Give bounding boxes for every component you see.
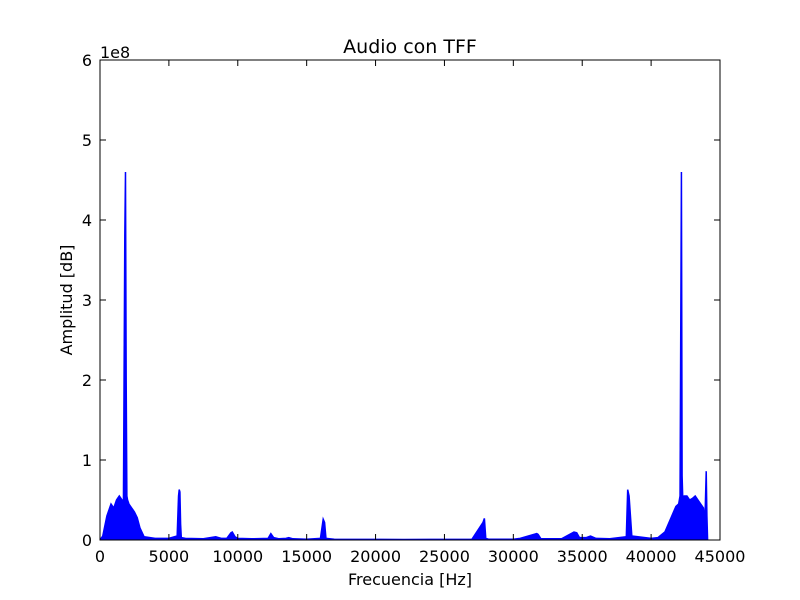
x-tick-label: 0 xyxy=(95,547,105,566)
y-tick-label: 2 xyxy=(82,371,92,390)
y-axis-label: Amplitud [dB] xyxy=(57,245,76,356)
x-tick-label: 45000 xyxy=(695,547,746,566)
x-tick-label: 20000 xyxy=(350,547,401,566)
x-tick-label: 15000 xyxy=(281,547,332,566)
series-0-line xyxy=(99,171,709,541)
x-axis-label: Frecuencia [Hz] xyxy=(348,570,472,589)
y-tick-label: 0 xyxy=(82,531,92,550)
y-tick-label: 5 xyxy=(82,131,92,150)
x-tick-label: 30000 xyxy=(488,547,539,566)
x-tick-label: 5000 xyxy=(149,547,190,566)
y-tick-label: 6 xyxy=(82,51,92,70)
plot-frame xyxy=(99,59,721,541)
x-tick-label: 35000 xyxy=(557,547,608,566)
axis-ticks: 0 5000 10000 15000 20000 25000 30000 35000 40000… xyxy=(82,51,746,566)
x-tick-label: 10000 xyxy=(212,547,263,566)
y-tick-label: 4 xyxy=(82,211,92,230)
y-tick-label: 3 xyxy=(82,291,92,310)
plot-area xyxy=(99,171,709,541)
y-tick-label: 1 xyxy=(82,451,92,470)
y-offset-label: 1e8 xyxy=(100,43,130,62)
chart-title: Audio con TFF xyxy=(343,36,477,58)
x-tick-label: 40000 xyxy=(626,547,677,566)
x-tick-label: 25000 xyxy=(419,547,470,566)
